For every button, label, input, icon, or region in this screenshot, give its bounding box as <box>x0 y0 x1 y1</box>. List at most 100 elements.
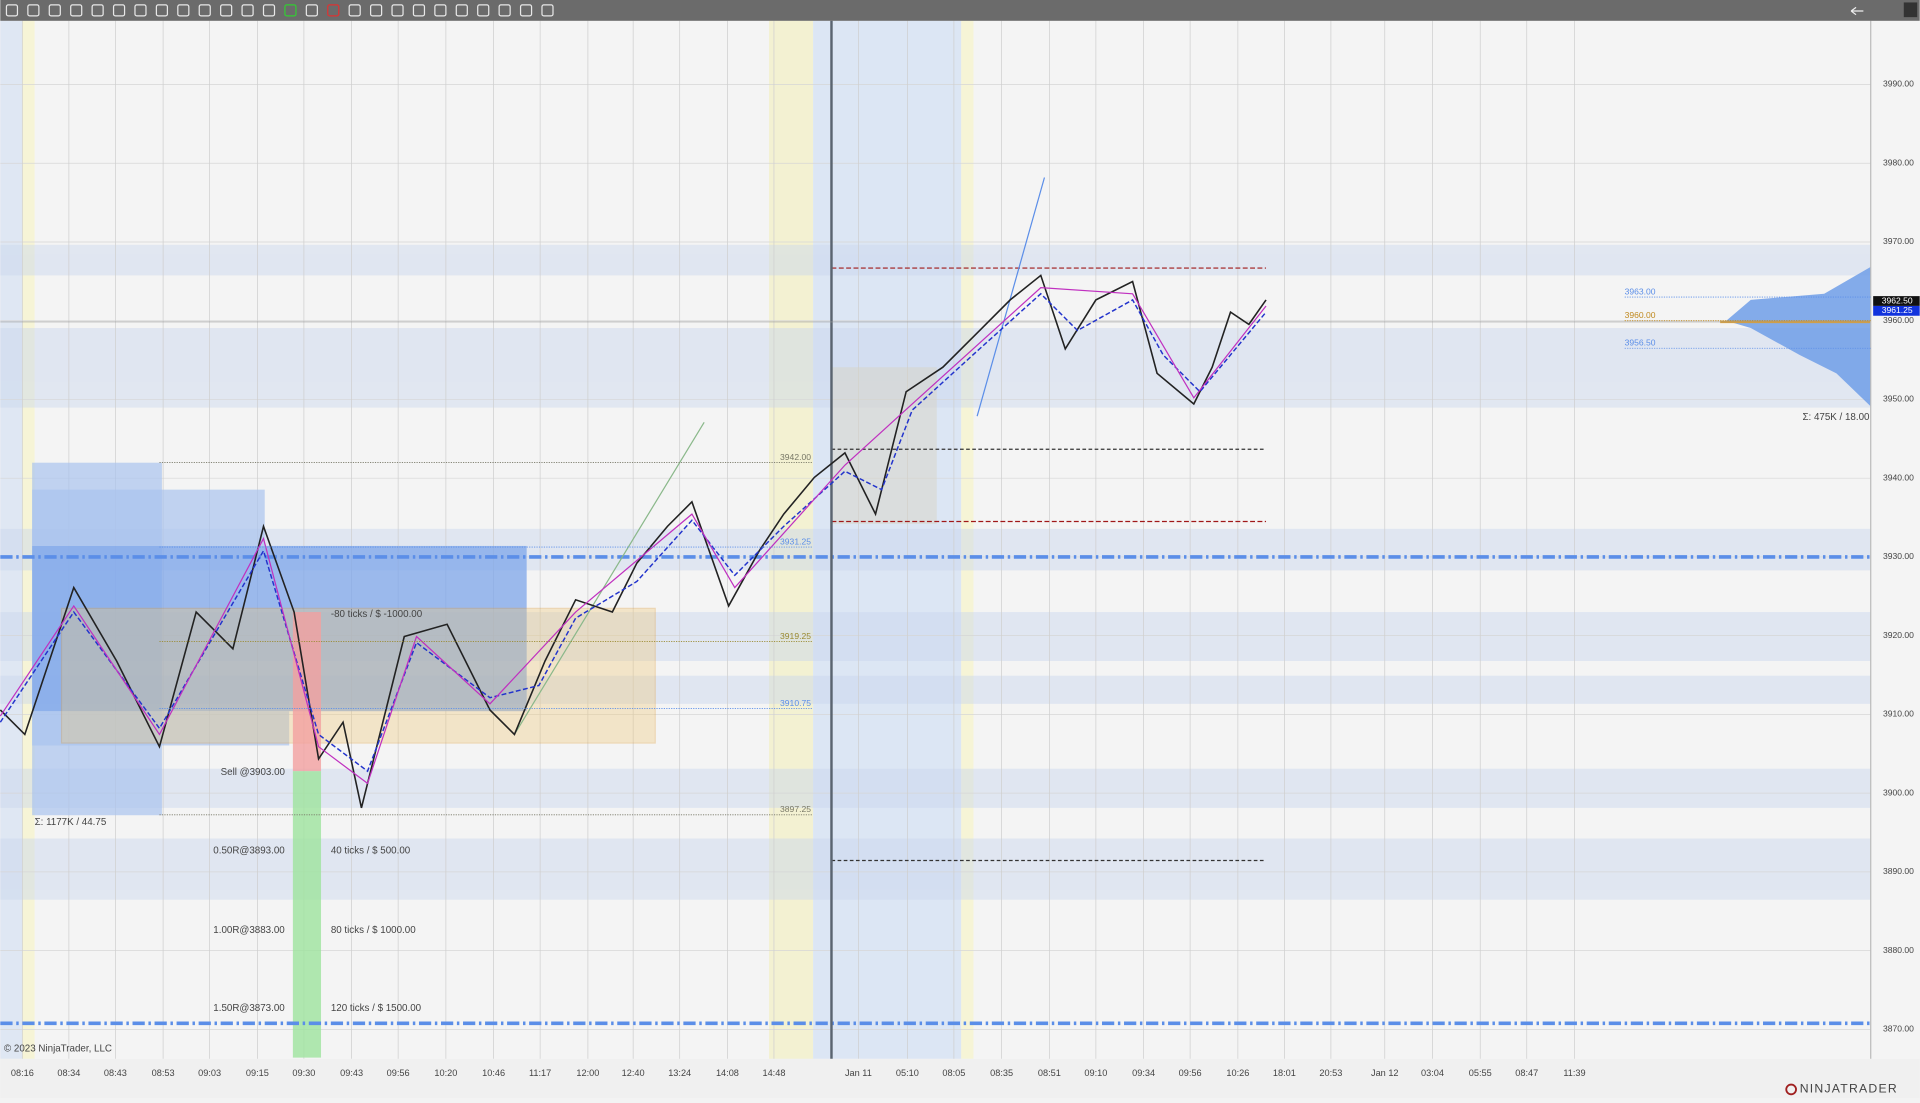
moving-average <box>0 287 1267 785</box>
price-tick-label: 3930.00 <box>1883 551 1914 561</box>
menu-button[interactable] <box>1903 2 1918 18</box>
time-tick-label: 12:00 <box>576 1068 599 1078</box>
time-tick-label: 20:53 <box>1319 1068 1342 1078</box>
time-tick-label: 10:20 <box>434 1068 457 1078</box>
price-tick-label: 3980.00 <box>1883 157 1914 167</box>
target-ticks: 120 ticks / $ 1500.00 <box>331 1003 422 1014</box>
target-ticks: 40 ticks / $ 500.00 <box>331 845 411 856</box>
tool-button[interactable] <box>455 4 468 17</box>
time-tick-label: 12:40 <box>622 1068 645 1078</box>
time-tick-label: 11:39 <box>1563 1068 1585 1078</box>
tool-button[interactable] <box>220 4 233 17</box>
moving-average <box>0 292 1267 773</box>
level-label: 3956.50 <box>1625 338 1656 348</box>
tool-button[interactable] <box>198 4 211 17</box>
time-tick-label: 08:05 <box>942 1068 965 1078</box>
tool-button[interactable] <box>412 4 426 17</box>
time-tick-label: 09:30 <box>292 1068 315 1078</box>
time-tick-label: 08:47 <box>1515 1068 1538 1078</box>
tool-button[interactable] <box>262 4 276 17</box>
time-tick-label: 08:35 <box>990 1068 1013 1078</box>
price-tick-label: 3880.00 <box>1883 945 1914 955</box>
current-price-box <box>1873 305 1920 316</box>
toolbar-icons <box>5 4 1864 17</box>
session-shade <box>961 20 974 1059</box>
tool-button[interactable] <box>134 4 147 17</box>
price-tick-label: 3900.00 <box>1883 787 1914 797</box>
price-tick-label: 3940.00 <box>1883 472 1914 482</box>
channel <box>513 421 705 735</box>
time-tick-label: 10:26 <box>1226 1068 1249 1078</box>
time-tick-label: 09:03 <box>198 1068 221 1078</box>
time-tick-label: 05:55 <box>1469 1068 1492 1078</box>
session-shade <box>0 20 23 1059</box>
time-tick-label: 08:16 <box>11 1068 34 1078</box>
tool-button[interactable] <box>348 4 361 17</box>
tool-button[interactable] <box>155 4 169 17</box>
profile-summary: Σ: 1177K / 44.75 <box>35 817 107 828</box>
back-button[interactable] <box>1850 6 1864 16</box>
volume-profile <box>32 489 265 546</box>
tool-button[interactable] <box>5 4 19 17</box>
price-tick-label: 3870.00 <box>1883 1024 1914 1034</box>
time-axis <box>0 1058 1920 1098</box>
level-label: 3910.75 <box>780 698 811 708</box>
tool-button[interactable] <box>477 4 490 17</box>
zones <box>0 244 1871 900</box>
time-tick-label: 08:34 <box>57 1068 80 1078</box>
time-tick-label: Jan 12 <box>1371 1068 1399 1078</box>
copyright: © 2023 NinjaTrader, LLC <box>4 1044 112 1055</box>
current-price-box <box>1873 296 1920 306</box>
tool-button[interactable] <box>498 4 511 17</box>
time-tick-label: 11:17 <box>529 1068 551 1078</box>
stop-ticks: -80 ticks / $ -1000.00 <box>331 609 423 620</box>
time-tick-label: 14:48 <box>762 1068 785 1078</box>
profile-summary: Σ: 475K / 18.00 <box>1803 412 1871 423</box>
time-tick-label: 13:24 <box>668 1068 691 1078</box>
level-label: 3919.25 <box>780 631 811 641</box>
time-tick-label: 09:56 <box>1179 1068 1202 1078</box>
tool-button[interactable] <box>70 4 83 17</box>
tool-button[interactable] <box>305 4 318 17</box>
time-tick-label: 09:34 <box>1132 1068 1155 1078</box>
session-shade <box>813 20 962 1059</box>
current-price-label: 3961.25 <box>1882 305 1913 315</box>
level-label: 3942.00 <box>780 452 811 462</box>
tool-button[interactable] <box>48 4 61 17</box>
tool-button[interactable] <box>519 4 533 17</box>
level-label: 3931.25 <box>780 536 811 546</box>
tool-button[interactable] <box>369 4 383 17</box>
time-tick-label: 09:10 <box>1084 1068 1107 1078</box>
level-label: 3897.25 <box>780 804 811 814</box>
tool-button[interactable] <box>241 4 254 17</box>
tool-button[interactable] <box>391 4 404 17</box>
level-label: 3963.00 <box>1625 286 1656 296</box>
tool-button[interactable] <box>91 4 104 17</box>
brand-logo <box>1785 1083 1797 1096</box>
time-tick-label: 09:43 <box>340 1068 363 1078</box>
price-tick-label: 3890.00 <box>1883 866 1914 876</box>
session-shade <box>22 20 35 1059</box>
time-tick-label: 18:01 <box>1273 1068 1296 1078</box>
target-label: 0.50R@3893.00 <box>213 845 285 856</box>
target-label: 1.50R@3873.00 <box>213 1003 285 1014</box>
time-tick-label: 09:15 <box>246 1068 269 1078</box>
tool-button[interactable] <box>541 4 554 17</box>
tool-button[interactable] <box>327 4 340 17</box>
current-price-label: 3962.50 <box>1882 295 1913 305</box>
channel <box>976 177 1046 417</box>
time-tick-label: 08:43 <box>104 1068 127 1078</box>
tool-button[interactable] <box>434 4 447 17</box>
tool-button[interactable] <box>177 4 190 17</box>
time-tick-label: 10:46 <box>482 1068 505 1078</box>
price-axis-labels: 3990.00 3980.00 3970.00 3960.00 3950.00 3940.… <box>1873 79 1920 1034</box>
tool-button[interactable] <box>284 4 297 17</box>
toolbar <box>0 0 1920 21</box>
tool-button[interactable] <box>27 4 40 17</box>
brand: NINJATRADER <box>1800 1082 1898 1096</box>
tool-button[interactable] <box>112 4 126 17</box>
time-tick-label: 08:51 <box>1038 1068 1061 1078</box>
target-zone <box>292 771 322 1058</box>
